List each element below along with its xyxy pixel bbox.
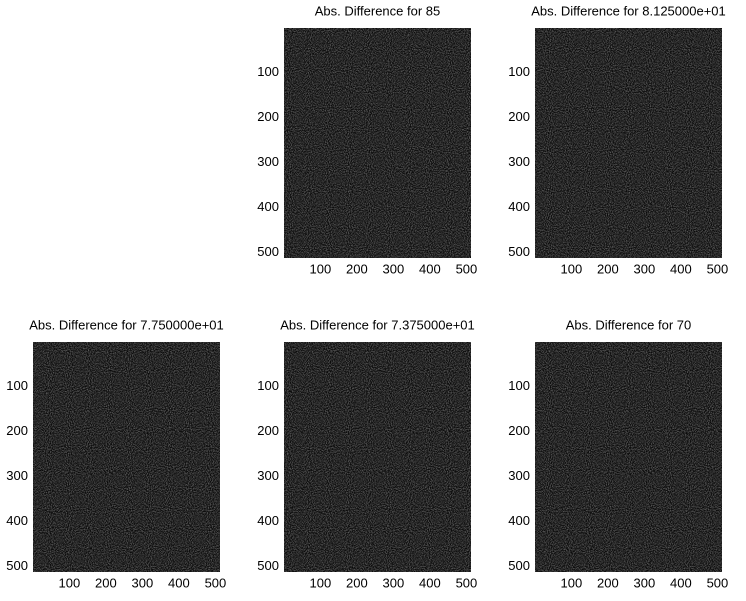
x-tick-label: 200 — [597, 261, 619, 276]
y-tick-label: 400 — [508, 513, 530, 528]
x-tick-label: 300 — [634, 575, 656, 590]
y-tick-label: 100 — [257, 378, 279, 393]
x-tick-label: 100 — [560, 261, 582, 276]
y-tick-label: 100 — [508, 378, 530, 393]
axes-title: Abs. Difference for 7.375000e+01 — [280, 317, 475, 332]
x-tick-label: 400 — [168, 575, 190, 590]
y-tick-label: 500 — [257, 244, 279, 259]
y-tick-label: 300 — [6, 468, 28, 483]
x-tick-label: 300 — [383, 575, 405, 590]
image-noise — [284, 342, 471, 572]
y-tick-label: 400 — [257, 513, 279, 528]
x-tick-label: 500 — [456, 575, 478, 590]
y-tick-label: 200 — [257, 109, 279, 124]
x-tick-label: 200 — [346, 575, 368, 590]
y-tick-label: 300 — [257, 468, 279, 483]
x-tick-label: 400 — [670, 575, 692, 590]
y-tick-label: 300 — [257, 154, 279, 169]
x-tick-label: 200 — [95, 575, 117, 590]
x-tick-label: 500 — [205, 575, 227, 590]
x-tick-label: 500 — [456, 261, 478, 276]
axes-title: Abs. Difference for 8.125000e+01 — [531, 3, 726, 18]
axes-title: Abs. Difference for 70 — [566, 317, 692, 332]
x-tick-label: 100 — [560, 575, 582, 590]
y-tick-label: 400 — [6, 513, 28, 528]
y-tick-label: 500 — [508, 558, 530, 573]
y-tick-label: 200 — [508, 109, 530, 124]
x-tick-label: 500 — [707, 575, 729, 590]
image-noise — [535, 28, 722, 258]
image-noise — [535, 342, 722, 572]
x-tick-label: 100 — [309, 575, 331, 590]
y-tick-label: 300 — [508, 154, 530, 169]
axes-title: Abs. Difference for 85 — [315, 3, 441, 18]
y-tick-label: 200 — [257, 423, 279, 438]
x-tick-label: 100 — [309, 261, 331, 276]
x-tick-label: 100 — [58, 575, 80, 590]
y-tick-label: 200 — [6, 423, 28, 438]
axes-title: Abs. Difference for 7.750000e+01 — [29, 317, 224, 332]
x-tick-label: 200 — [346, 261, 368, 276]
y-tick-label: 500 — [257, 558, 279, 573]
x-tick-label: 400 — [670, 261, 692, 276]
y-tick-label: 500 — [6, 558, 28, 573]
image-noise — [33, 342, 220, 572]
y-tick-label: 100 — [6, 378, 28, 393]
x-tick-label: 400 — [419, 261, 441, 276]
y-tick-label: 200 — [508, 423, 530, 438]
x-tick-label: 300 — [132, 575, 154, 590]
x-tick-label: 500 — [707, 261, 729, 276]
y-tick-label: 400 — [508, 199, 530, 214]
y-tick-label: 100 — [257, 64, 279, 79]
x-tick-label: 300 — [383, 261, 405, 276]
x-tick-label: 300 — [634, 261, 656, 276]
y-tick-label: 500 — [508, 244, 530, 259]
y-tick-label: 400 — [257, 199, 279, 214]
x-tick-label: 400 — [419, 575, 441, 590]
x-tick-label: 200 — [597, 575, 619, 590]
image-noise — [284, 28, 471, 258]
y-tick-label: 300 — [508, 468, 530, 483]
y-tick-label: 100 — [508, 64, 530, 79]
